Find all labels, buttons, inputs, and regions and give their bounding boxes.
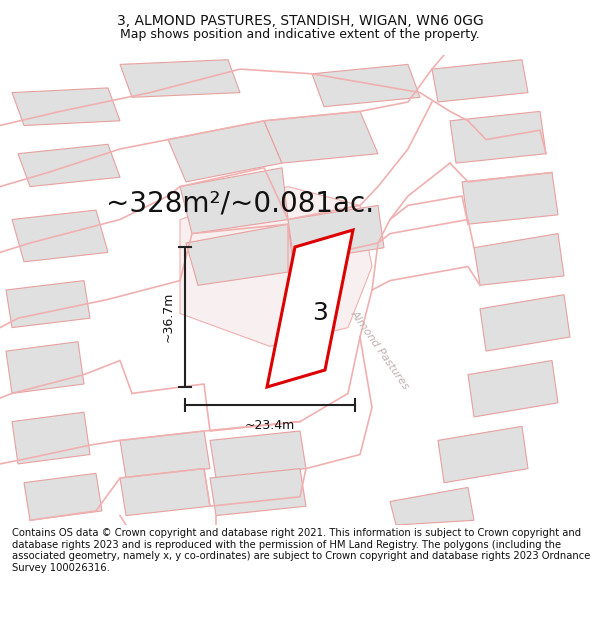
Polygon shape <box>120 431 210 478</box>
Polygon shape <box>462 173 558 224</box>
Polygon shape <box>312 64 420 107</box>
Polygon shape <box>18 144 120 187</box>
Polygon shape <box>186 224 294 285</box>
Text: ~36.7m: ~36.7m <box>162 292 175 342</box>
Polygon shape <box>168 121 282 182</box>
Polygon shape <box>210 469 306 516</box>
Polygon shape <box>438 426 528 483</box>
Polygon shape <box>264 111 378 163</box>
Polygon shape <box>450 111 546 163</box>
Polygon shape <box>180 187 372 346</box>
Polygon shape <box>6 342 84 393</box>
Text: 3: 3 <box>312 301 328 326</box>
Polygon shape <box>120 60 240 98</box>
Text: 3, ALMOND PASTURES, STANDISH, WIGAN, WN6 0GG: 3, ALMOND PASTURES, STANDISH, WIGAN, WN6… <box>116 14 484 28</box>
Polygon shape <box>6 281 90 328</box>
Polygon shape <box>12 210 108 262</box>
Polygon shape <box>390 488 474 525</box>
Text: Almond Pastures: Almond Pastures <box>349 309 411 391</box>
Text: Map shows position and indicative extent of the property.: Map shows position and indicative extent… <box>120 28 480 41</box>
Polygon shape <box>24 473 102 520</box>
Polygon shape <box>480 295 570 351</box>
Polygon shape <box>210 431 306 478</box>
Text: ~23.4m: ~23.4m <box>245 419 295 432</box>
Polygon shape <box>120 469 210 516</box>
Text: Contains OS data © Crown copyright and database right 2021. This information is : Contains OS data © Crown copyright and d… <box>12 528 590 573</box>
Polygon shape <box>267 230 353 387</box>
Polygon shape <box>468 361 558 417</box>
Polygon shape <box>474 234 564 285</box>
Polygon shape <box>180 168 288 234</box>
Polygon shape <box>288 206 384 262</box>
Text: ~328m²/~0.081ac.: ~328m²/~0.081ac. <box>106 189 374 217</box>
Polygon shape <box>432 60 528 102</box>
Polygon shape <box>12 88 120 126</box>
Polygon shape <box>12 412 90 464</box>
